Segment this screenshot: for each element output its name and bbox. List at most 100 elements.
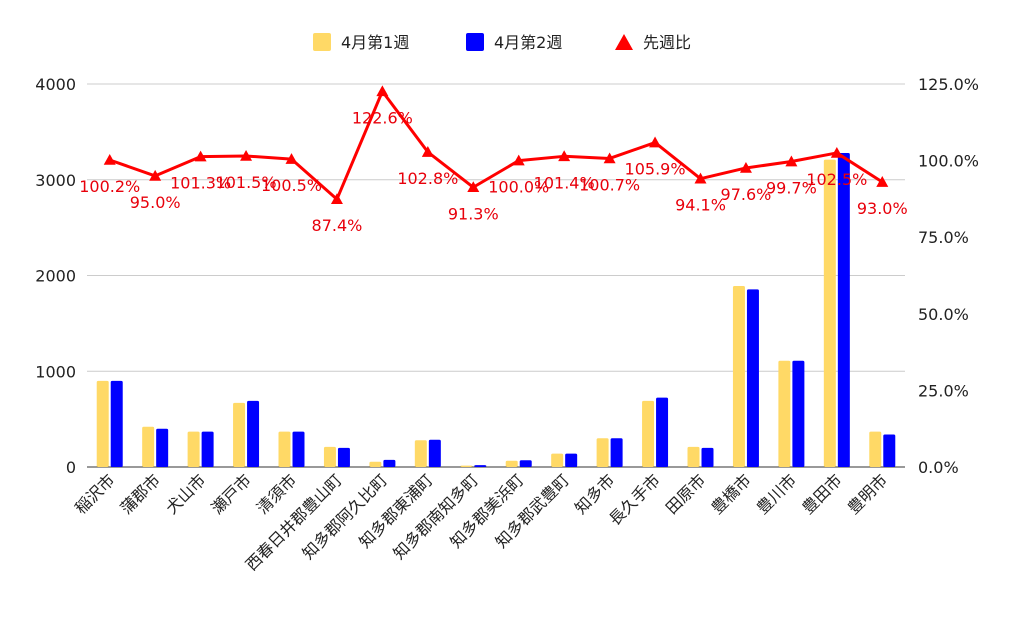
legend-label: 4月第1週 bbox=[341, 33, 409, 52]
data-label: 101.3% bbox=[170, 174, 231, 193]
left-tick-label: 3000 bbox=[35, 171, 76, 190]
category-label: 田原市 bbox=[662, 470, 709, 517]
bar-series bbox=[96, 152, 896, 467]
data-label: 100.0% bbox=[488, 178, 549, 197]
bar bbox=[201, 431, 214, 467]
right-tick-label: 25.0% bbox=[918, 381, 969, 400]
category-label: 長久手市 bbox=[605, 470, 664, 529]
right-tick-label: 50.0% bbox=[918, 305, 969, 324]
line-point bbox=[149, 169, 162, 181]
category-label: 瀬戸市 bbox=[207, 470, 254, 517]
data-label: 100.7% bbox=[579, 175, 640, 194]
bar bbox=[792, 360, 805, 467]
bar bbox=[110, 380, 123, 467]
line-point bbox=[467, 181, 480, 193]
bar bbox=[233, 402, 246, 467]
category-label: 犬山市 bbox=[162, 470, 209, 517]
category-label: 稲沢市 bbox=[71, 470, 118, 517]
bar bbox=[337, 447, 350, 467]
right-tick-label: 0.0% bbox=[918, 458, 959, 477]
data-label: 101.5% bbox=[216, 173, 277, 192]
legend-swatch bbox=[615, 34, 633, 50]
category-label: 豊橋市 bbox=[707, 470, 754, 517]
bar bbox=[837, 152, 850, 467]
data-labels: 100.2%95.0%101.3%101.5%100.5% 87.4% 122.6%… bbox=[79, 108, 907, 235]
line-point bbox=[285, 153, 298, 164]
data-label: 100.5% bbox=[261, 176, 322, 195]
ratio-line bbox=[109, 89, 884, 201]
line-point bbox=[739, 161, 752, 173]
line-point bbox=[421, 146, 434, 157]
bar bbox=[414, 440, 427, 467]
bar bbox=[565, 453, 578, 467]
bar bbox=[474, 465, 487, 467]
line-point bbox=[830, 146, 843, 158]
line-series bbox=[103, 85, 889, 205]
bar bbox=[701, 447, 714, 467]
bar bbox=[323, 446, 336, 467]
bar bbox=[278, 431, 291, 467]
bar bbox=[156, 428, 169, 467]
left-tick-label: 2000 bbox=[35, 267, 76, 286]
gridlines bbox=[87, 83, 905, 468]
legend: 4月第1週 4月第2週 先週比 bbox=[313, 33, 691, 52]
bar bbox=[187, 431, 200, 467]
line-point bbox=[376, 85, 389, 97]
bar bbox=[656, 397, 669, 467]
left-tick-label: 4000 bbox=[35, 75, 76, 94]
right-tick-label: 125.0% bbox=[918, 75, 979, 94]
bar bbox=[883, 434, 896, 467]
bar bbox=[369, 461, 382, 467]
right-tick-label: 75.0% bbox=[918, 228, 969, 247]
line-point bbox=[649, 136, 662, 148]
line-point bbox=[558, 150, 571, 162]
bar bbox=[142, 426, 155, 467]
data-label: 99.7% bbox=[766, 179, 817, 198]
data-label: 93.0% bbox=[857, 199, 908, 218]
line-point bbox=[785, 155, 798, 167]
bar bbox=[519, 460, 532, 467]
data-label: 94.1% bbox=[675, 196, 726, 215]
bar bbox=[292, 431, 305, 467]
bar bbox=[551, 453, 564, 467]
legend-swatch bbox=[466, 33, 484, 51]
bar bbox=[778, 360, 791, 467]
legend-label: 4月第2週 bbox=[494, 33, 562, 52]
line-point bbox=[330, 193, 343, 205]
data-label: 101.4% bbox=[534, 173, 595, 192]
left-axis-ticks: 0 1000 2000 3000 4000 bbox=[35, 75, 76, 477]
line-point bbox=[240, 150, 253, 161]
bar bbox=[642, 400, 655, 467]
line-point bbox=[194, 150, 207, 162]
bar bbox=[460, 465, 473, 467]
bar bbox=[96, 380, 109, 467]
data-label: 87.4% bbox=[312, 216, 363, 235]
legend-swatch bbox=[313, 33, 331, 51]
bar bbox=[610, 438, 623, 467]
right-tick-label: 100.0% bbox=[918, 152, 979, 171]
left-tick-label: 1000 bbox=[35, 362, 76, 381]
data-label: 122.6% bbox=[352, 108, 413, 127]
left-tick-label: 0 bbox=[66, 458, 76, 477]
bar bbox=[247, 400, 260, 467]
data-label: 102.5% bbox=[806, 170, 867, 189]
bar bbox=[505, 460, 518, 467]
line-point bbox=[512, 154, 525, 166]
data-label: 100.2% bbox=[79, 177, 140, 196]
data-label: 95.0% bbox=[130, 193, 181, 212]
bar bbox=[823, 159, 836, 467]
category-label: 豊田市 bbox=[798, 470, 845, 517]
legend-label: 先週比 bbox=[643, 33, 691, 52]
bar bbox=[428, 439, 441, 467]
bar bbox=[732, 286, 745, 467]
bar bbox=[687, 446, 700, 467]
line-point bbox=[694, 172, 707, 184]
bar bbox=[869, 431, 882, 467]
bar bbox=[596, 438, 609, 467]
category-label: 豊明市 bbox=[844, 470, 891, 517]
bar bbox=[383, 459, 396, 467]
bar bbox=[746, 289, 759, 467]
right-axis-ticks: 0.0% 25.0% 50.0% 75.0% 100.0% 125.0% bbox=[918, 75, 979, 477]
data-label: 105.9% bbox=[625, 160, 686, 179]
